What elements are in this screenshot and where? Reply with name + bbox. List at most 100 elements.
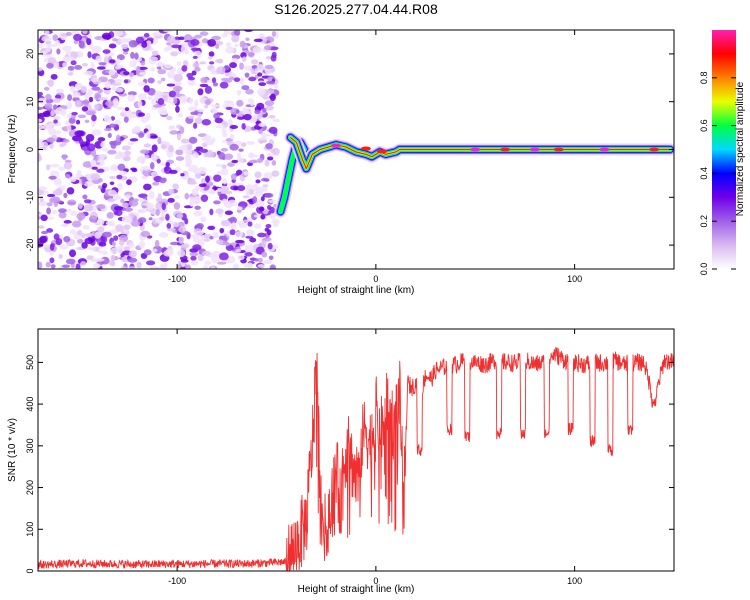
noise-speckle	[100, 235, 106, 243]
noise-speckle	[212, 250, 221, 257]
noise-speckle	[222, 132, 228, 138]
noise-speckle	[55, 238, 63, 246]
noise-speckle	[100, 141, 106, 148]
noise-speckle	[64, 159, 72, 163]
noise-speckle	[264, 45, 272, 51]
noise-speckle	[39, 47, 49, 55]
noise-speckle	[271, 31, 276, 37]
noise-speckle	[83, 180, 94, 187]
noise-speckle	[127, 257, 138, 263]
noise-speckle	[265, 55, 272, 60]
noise-speckle	[115, 209, 123, 216]
noise-speckle	[207, 225, 216, 230]
noise-speckle	[269, 93, 276, 102]
noise-speckle	[229, 229, 236, 236]
noise-speckle	[98, 241, 107, 247]
noise-speckle	[224, 210, 234, 216]
noise-speckle	[230, 173, 237, 181]
noise-speckle	[192, 62, 200, 69]
noise-speckle	[263, 185, 268, 192]
noise-speckle	[122, 155, 131, 162]
noise-speckle	[261, 132, 267, 139]
noise-speckle	[114, 156, 121, 160]
noise-speckle	[87, 51, 92, 59]
noise-speckle	[46, 62, 54, 69]
y-tick-label: 100	[25, 522, 35, 537]
noise-speckle	[188, 106, 197, 112]
noise-speckle	[231, 222, 236, 229]
noise-speckle	[216, 67, 221, 75]
noise-speckle	[163, 250, 173, 257]
noise-speckle	[65, 258, 76, 265]
noise-speckle	[157, 69, 167, 75]
noise-speckle	[166, 150, 173, 158]
noise-speckle	[235, 109, 240, 114]
noise-speckle	[126, 179, 132, 186]
noise-speckle	[187, 181, 197, 185]
noise-speckle	[124, 194, 131, 199]
noise-speckle	[190, 39, 200, 46]
colorbar-label: Normalized spectral amplitude	[735, 81, 746, 216]
noise-speckle	[198, 183, 207, 188]
noise-speckle	[210, 266, 216, 269]
noise-speckle	[236, 89, 242, 96]
noise-speckle	[236, 206, 243, 211]
noise-speckle	[154, 239, 160, 248]
snr-series-layer	[38, 346, 674, 571]
noise-speckle	[96, 66, 106, 70]
noise-speckle	[91, 166, 98, 170]
noise-speckle	[143, 85, 150, 93]
noise-speckle	[215, 43, 220, 49]
noise-speckle	[159, 177, 167, 184]
noise-speckle	[192, 244, 202, 251]
noise-speckle	[60, 223, 69, 227]
noise-speckle	[262, 107, 267, 113]
noise-speckle	[236, 185, 246, 192]
noise-speckle	[47, 127, 57, 136]
noise-speckle	[178, 225, 187, 233]
noise-speckle	[197, 167, 207, 175]
noise-speckle	[71, 111, 78, 116]
snr-frame	[37, 328, 675, 572]
noise-speckle	[257, 232, 267, 238]
noise-speckle	[258, 206, 265, 212]
noise-speckle	[114, 65, 122, 70]
noise-speckle	[38, 225, 45, 229]
noise-speckle	[139, 72, 147, 76]
noise-speckle	[94, 258, 105, 262]
noise-speckle	[123, 79, 129, 84]
noise-speckle	[229, 133, 235, 140]
noise-speckle	[117, 182, 123, 191]
noise-speckle	[115, 224, 124, 232]
noise-speckle	[179, 95, 189, 102]
noise-speckle	[150, 135, 159, 139]
noise-speckle	[231, 159, 239, 164]
noise-speckle	[143, 32, 150, 38]
noise-speckle	[114, 30, 124, 37]
noise-speckle	[61, 264, 71, 269]
noise-speckle	[195, 230, 204, 236]
noise-speckle	[223, 30, 229, 36]
noise-speckle	[159, 208, 165, 215]
noise-speckle	[150, 67, 155, 72]
noise-speckle	[193, 169, 199, 175]
noise-speckle	[260, 196, 265, 202]
noise-speckle	[254, 223, 262, 229]
noise-speckle	[96, 168, 105, 173]
noise-speckle	[239, 77, 245, 86]
noise-speckle	[103, 56, 109, 65]
noise-speckle	[178, 236, 185, 244]
noise-speckle	[102, 49, 111, 54]
noise-speckle	[272, 221, 279, 228]
spectral-hotspot	[331, 143, 342, 148]
noise-speckle	[214, 117, 223, 124]
noise-speckle	[234, 231, 244, 237]
noise-speckle	[107, 189, 117, 197]
noise-speckle	[234, 43, 239, 48]
spectral-hotspot	[649, 147, 660, 152]
noise-speckle	[256, 158, 264, 163]
noise-speckle	[148, 217, 153, 221]
noise-speckle	[227, 255, 236, 264]
noise-speckle	[164, 166, 169, 172]
noise-speckle	[194, 66, 201, 72]
